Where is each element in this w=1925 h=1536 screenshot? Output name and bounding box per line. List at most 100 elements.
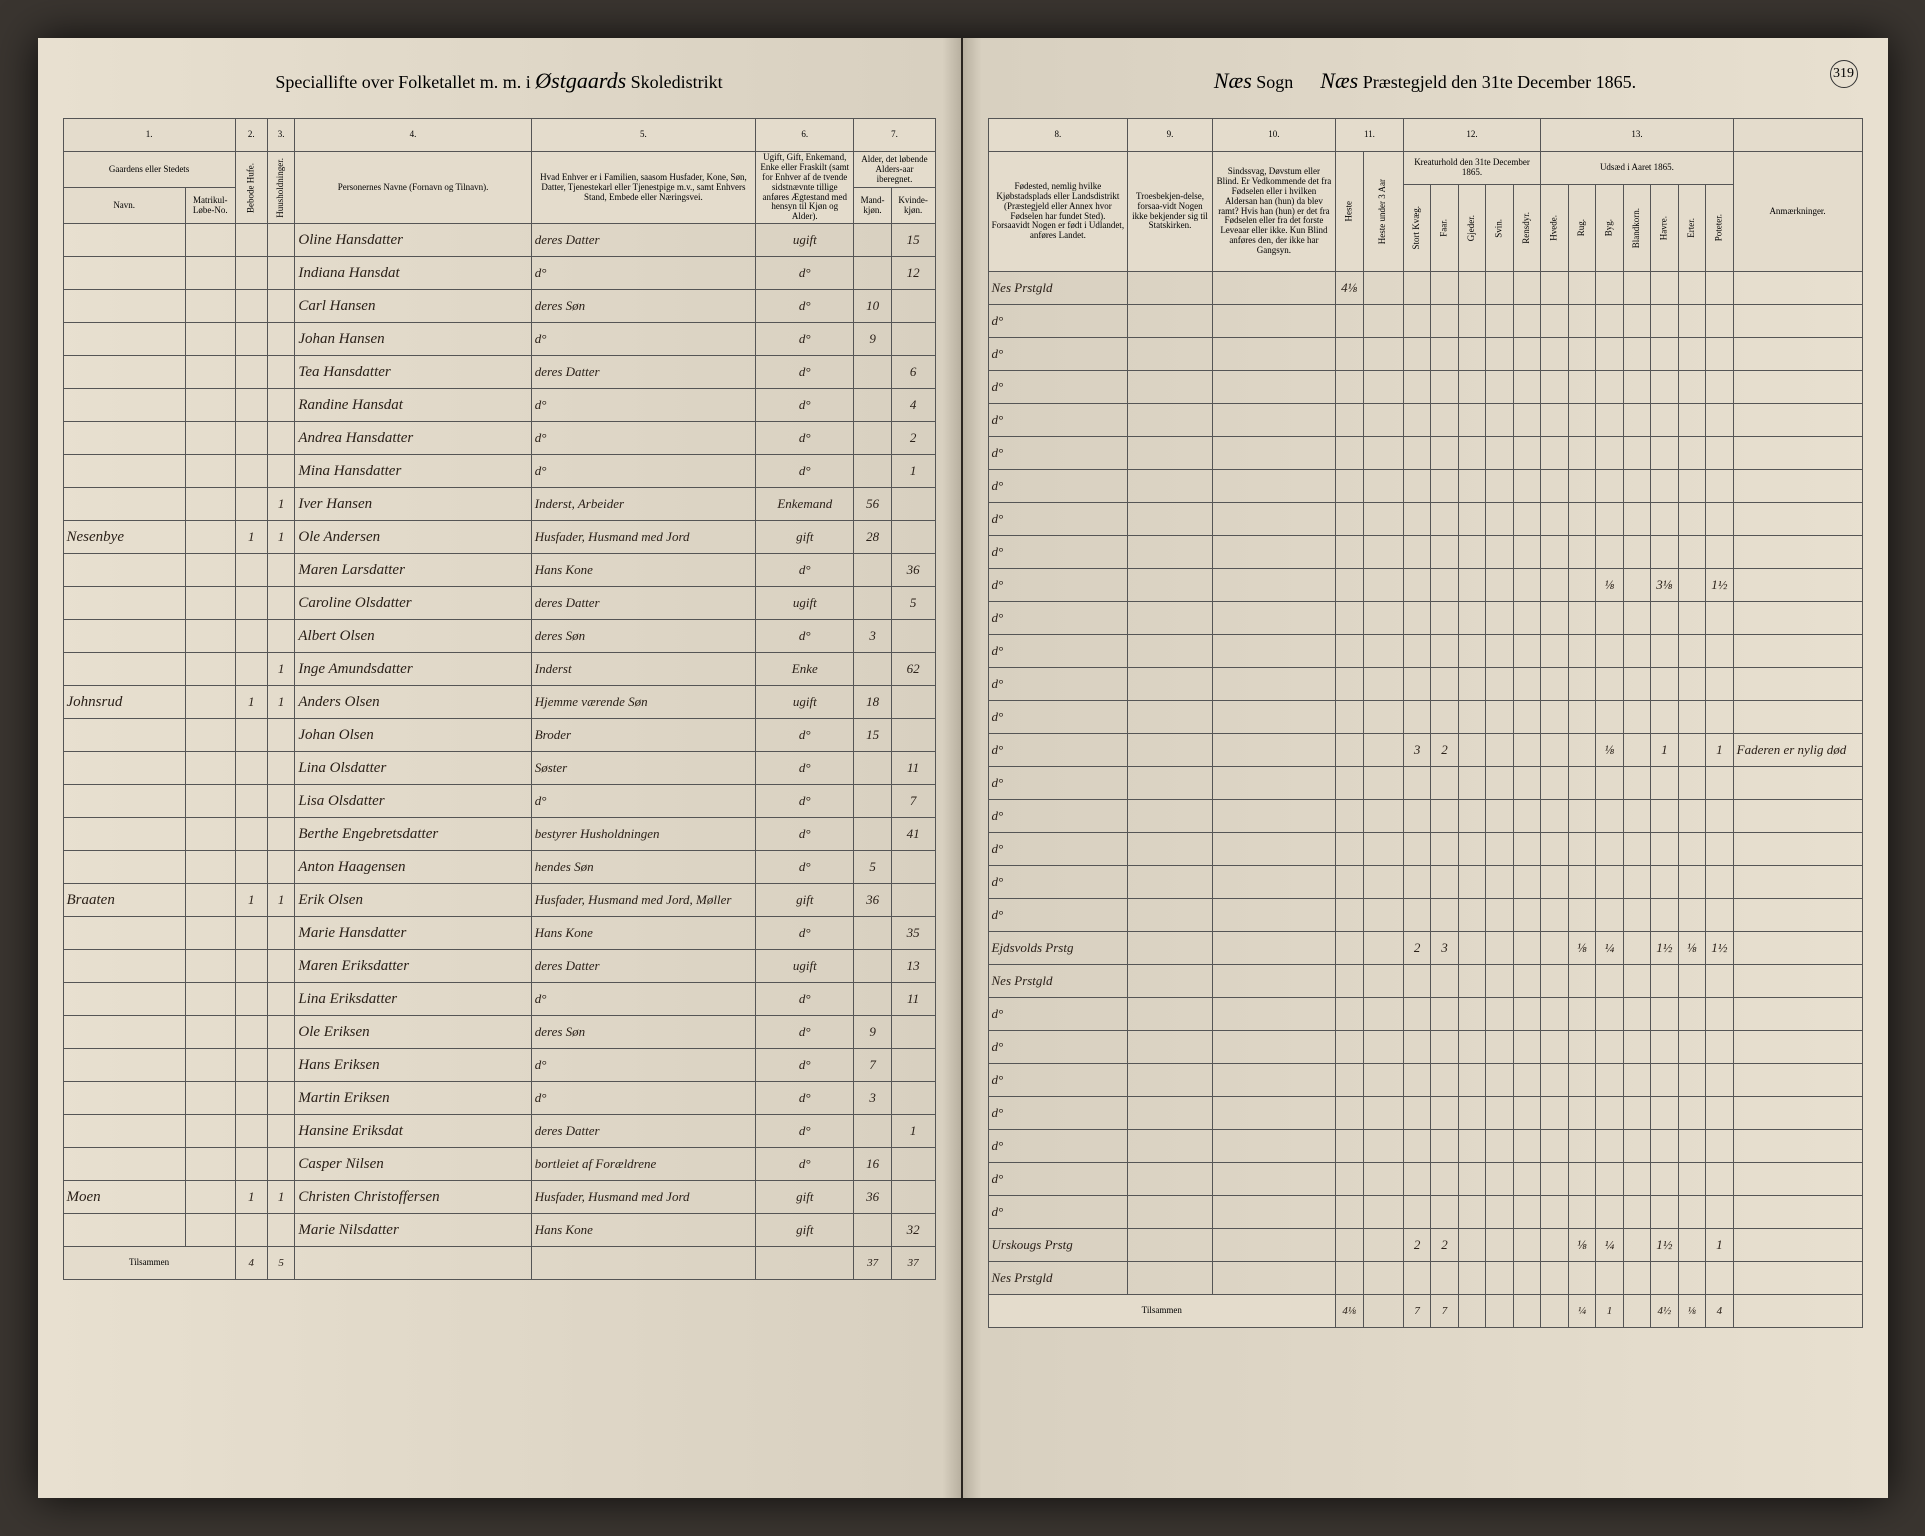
cell-c13d	[1623, 932, 1650, 965]
cell-name: Lina Olsdatter	[295, 752, 531, 785]
cell-hh	[267, 323, 295, 356]
table-row: Urskougs Prstg22⅛¼1½1	[988, 1229, 1862, 1262]
cell-c13d	[1623, 1229, 1650, 1262]
cell-name: Lisa Olsdatter	[295, 785, 531, 818]
cell-hh	[267, 785, 295, 818]
cell-c12c	[1458, 1130, 1485, 1163]
cell-c9	[1128, 932, 1213, 965]
cell-age-f	[891, 1148, 935, 1181]
cell-c13g	[1706, 1163, 1733, 1196]
cell-c12b	[1431, 338, 1458, 371]
cell-c11a	[1336, 536, 1363, 569]
cell-c13f	[1678, 866, 1705, 899]
cell-c12b	[1431, 668, 1458, 701]
cell-c13f	[1678, 503, 1705, 536]
cell-h	[235, 554, 267, 587]
cell-remark	[1733, 1163, 1862, 1196]
cell-hh: 1	[267, 653, 295, 686]
cell-c12e	[1513, 899, 1540, 932]
table-row: Nes Prstgld	[988, 965, 1862, 998]
cell-h	[235, 719, 267, 752]
cell-c12d	[1486, 503, 1513, 536]
cell-pos: Inderst, Arbeider	[531, 488, 755, 521]
cell-hh	[267, 917, 295, 950]
cell-c13c	[1596, 1196, 1623, 1229]
cell-c10	[1212, 404, 1335, 437]
cell-farm	[63, 488, 185, 521]
cell-c13a	[1541, 536, 1568, 569]
cell-birth: d°	[988, 1031, 1128, 1064]
cell-c11a	[1336, 866, 1363, 899]
coln-2: 2.	[235, 119, 267, 152]
cell-hh	[267, 257, 295, 290]
cell-mnr	[185, 422, 235, 455]
cell-h	[235, 1214, 267, 1247]
cell-c11a	[1336, 371, 1363, 404]
cell-age-m	[854, 257, 891, 290]
table-row: d°	[988, 635, 1862, 668]
cell-name: Maren Larsdatter	[295, 554, 531, 587]
cell-age-f: 11	[891, 752, 935, 785]
cell-c12b	[1431, 305, 1458, 338]
table-row: Andrea Hansdatterd°d°2	[63, 422, 935, 455]
cell-c12d	[1486, 1130, 1513, 1163]
cell-birth: d°	[988, 1064, 1128, 1097]
cell-pos: deres Datter	[531, 224, 755, 257]
cell-c12d	[1486, 1064, 1513, 1097]
cell-c11a	[1336, 569, 1363, 602]
cell-c12b: 2	[1431, 1229, 1458, 1262]
cell-farm	[63, 1016, 185, 1049]
cell-c13a	[1541, 833, 1568, 866]
cell-stat: d°	[756, 1148, 854, 1181]
cell-age-m: 5	[854, 851, 891, 884]
cell-c13g	[1706, 1196, 1733, 1229]
cell-c13f	[1678, 371, 1705, 404]
cell-c10	[1212, 635, 1335, 668]
cell-c12e	[1513, 932, 1540, 965]
cell-c13e	[1651, 800, 1678, 833]
cell-c9	[1128, 1196, 1213, 1229]
cell-c11b	[1363, 965, 1403, 998]
cell-farm	[63, 785, 185, 818]
cell-pos: deres Datter	[531, 950, 755, 983]
cell-c13c	[1596, 767, 1623, 800]
cell-c13b	[1568, 833, 1595, 866]
cell-name: Johan Hansen	[295, 323, 531, 356]
cell-age-m: 18	[854, 686, 891, 719]
cell-c13g	[1706, 635, 1733, 668]
cell-c13d	[1623, 470, 1650, 503]
table-row: d°	[988, 1196, 1862, 1229]
cell-c12e	[1513, 668, 1540, 701]
cell-c13f	[1678, 899, 1705, 932]
cell-c12c	[1458, 536, 1485, 569]
cell-c13e	[1651, 1097, 1678, 1130]
cell-c12d	[1486, 1229, 1513, 1262]
cell-farm	[63, 455, 185, 488]
cell-c12b	[1431, 437, 1458, 470]
cell-c12c	[1458, 767, 1485, 800]
cell-c13a	[1541, 635, 1568, 668]
cell-age-f	[891, 521, 935, 554]
cell-c11b	[1363, 1229, 1403, 1262]
cell-pos: bortleiet af Forældrene	[531, 1148, 755, 1181]
cell-age-m	[854, 818, 891, 851]
cell-hh	[267, 983, 295, 1016]
cell-c11a	[1336, 800, 1363, 833]
cell-c13f	[1678, 338, 1705, 371]
cell-c10	[1212, 767, 1335, 800]
cell-c12c	[1458, 635, 1485, 668]
left-page: Speciallifte over Folketallet m. m. i Øs…	[38, 38, 963, 1498]
cell-name: Hansine Eriksdat	[295, 1115, 531, 1148]
cell-c13c	[1596, 536, 1623, 569]
cell-c10	[1212, 734, 1335, 767]
cell-farm	[63, 389, 185, 422]
cell-c12a	[1403, 437, 1430, 470]
cell-name: Marie Nilsdatter	[295, 1214, 531, 1247]
h-c12: Kreaturhold den 31te December 1865.	[1403, 152, 1540, 185]
cell-c12e	[1513, 701, 1540, 734]
cell-c13b	[1568, 569, 1595, 602]
cell-mnr	[185, 1181, 235, 1214]
cell-hh	[267, 1214, 295, 1247]
cell-mnr	[185, 983, 235, 1016]
cell-age-m	[854, 455, 891, 488]
